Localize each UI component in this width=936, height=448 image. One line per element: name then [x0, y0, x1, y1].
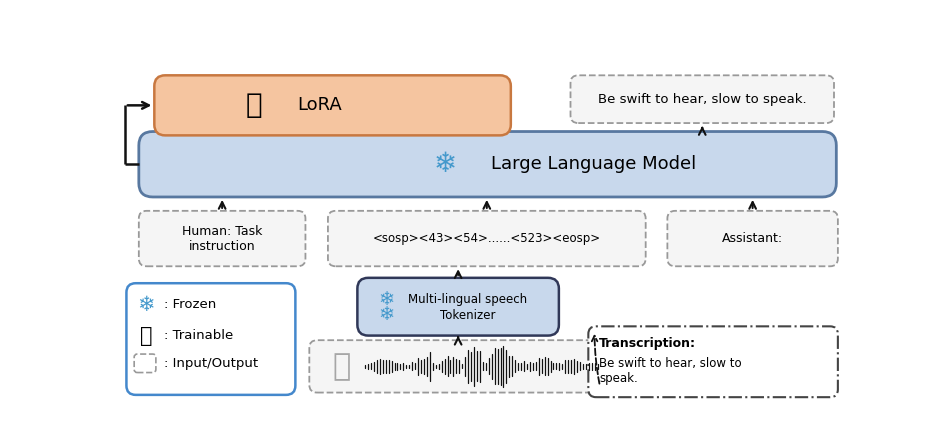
Text: Assistant:: Assistant: [722, 232, 782, 245]
Text: LoRA: LoRA [297, 96, 341, 114]
Text: : Trainable: : Trainable [164, 329, 233, 342]
Text: ❄: ❄ [432, 150, 456, 178]
FancyBboxPatch shape [666, 211, 837, 266]
FancyBboxPatch shape [139, 211, 305, 266]
FancyBboxPatch shape [154, 75, 510, 135]
FancyBboxPatch shape [588, 326, 837, 397]
Text: <sosp><43><54>......<523><eosp>: <sosp><43><54>......<523><eosp> [373, 232, 600, 245]
Text: Multi-lingual speech: Multi-lingual speech [407, 293, 526, 306]
Text: ❄: ❄ [137, 295, 154, 315]
Text: 🎤: 🎤 [332, 352, 351, 381]
Text: Large Language Model: Large Language Model [490, 155, 696, 173]
FancyBboxPatch shape [139, 132, 836, 197]
Text: Be swift to hear, slow to
speak.: Be swift to hear, slow to speak. [598, 357, 741, 385]
FancyBboxPatch shape [309, 340, 603, 392]
Text: : Input/Output: : Input/Output [164, 357, 257, 370]
Text: Be swift to hear, slow to speak.: Be swift to hear, slow to speak. [597, 93, 806, 106]
Text: Tokenizer: Tokenizer [439, 310, 494, 323]
Text: 🔥: 🔥 [139, 326, 152, 345]
Text: ❄: ❄ [378, 305, 395, 324]
Text: Transcription:: Transcription: [598, 337, 695, 350]
Text: ❄: ❄ [378, 289, 395, 309]
FancyBboxPatch shape [357, 278, 558, 336]
FancyBboxPatch shape [126, 283, 295, 395]
Text: Human: Task
instruction: Human: Task instruction [182, 224, 262, 253]
Text: : Frozen: : Frozen [164, 298, 215, 311]
Text: 🔥: 🔥 [245, 91, 262, 119]
FancyBboxPatch shape [328, 211, 645, 266]
FancyBboxPatch shape [570, 75, 833, 123]
FancyBboxPatch shape [134, 354, 155, 373]
